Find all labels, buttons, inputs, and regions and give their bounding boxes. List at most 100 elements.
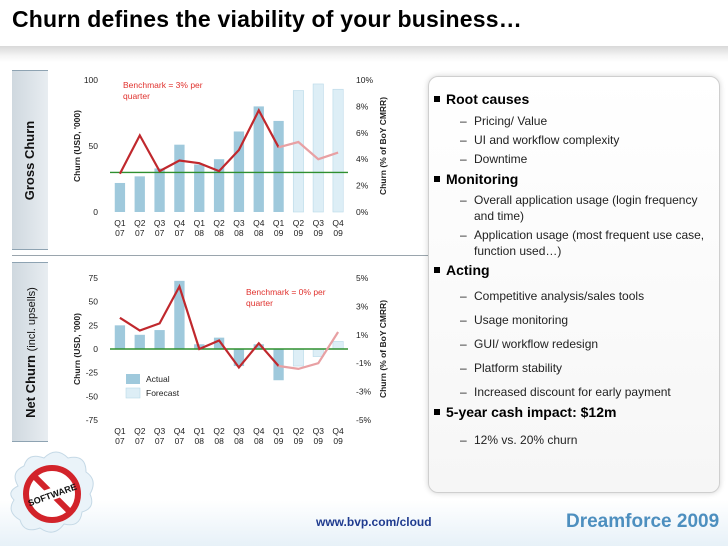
bullet-root-causes: Root causes [432,90,714,109]
x-tick-quarter: Q3 [154,218,166,228]
sub-bullet: Increased discount for early payment [460,384,714,400]
net-churn-label: Net Churn (incl. upsells) [23,287,38,418]
y2-tick-label: -3% [356,387,372,397]
x-tick-quarter: Q3 [313,218,325,228]
x-tick-year: 08 [214,228,224,238]
y-axis-title: Churn (USD, '000) [72,110,82,182]
x-tick-quarter: Q2 [134,426,146,436]
x-tick-quarter: Q3 [154,426,166,436]
x-tick-year: 08 [195,228,205,238]
software-stamp-icon: SOFTWARE [10,451,94,533]
y2-tick-label: 6% [356,128,369,138]
churn-pct-line [118,108,280,175]
x-tick-quarter: Q1 [273,218,285,228]
section-divider [12,255,430,256]
x-tick-year: 09 [314,228,324,238]
bar-forecast [332,341,344,350]
benchmark-label: quarter [123,91,150,101]
bullet-impact: 5-year cash impact: $12m [432,403,714,422]
bar-actual [253,344,264,349]
net-churn-label-main: Net Churn [22,354,38,418]
bullet-monitoring: Monitoring [432,170,714,189]
bar-forecast [332,88,344,213]
y2-tick-label: 1% [356,330,369,340]
x-tick-quarter: Q3 [233,426,245,436]
bar-actual [253,106,264,212]
bar-actual [213,159,225,212]
x-tick-year: 07 [135,436,145,446]
x-tick-quarter: Q4 [253,426,265,436]
x-tick-quarter: Q2 [293,218,305,228]
x-tick-year: 07 [115,228,125,238]
benchmark-label: Benchmark = 3% per [123,80,203,90]
y-axis-title: Churn (USD, '000) [72,313,82,385]
x-tick-year: 08 [234,228,244,238]
y-tick-label: -25 [86,368,99,378]
x-tick-year: 09 [274,228,284,238]
x-tick-quarter: Q2 [134,218,146,228]
findings-list: Root causes Pricing/ Value UI and workfl… [432,90,714,448]
x-tick-year: 08 [254,436,264,446]
y-tick-label: 50 [89,141,99,151]
x-tick-quarter: Q1 [194,426,206,436]
x-tick-quarter: Q2 [213,218,225,228]
legend-label-forecast: Forecast [146,388,180,398]
bar-actual [194,164,205,212]
x-tick-quarter: Q1 [114,426,126,436]
y-tick-label: 0 [93,207,98,217]
x-tick-year: 07 [155,436,165,446]
gross-churn-chart: 0501000%2%4%6%8%10%Q107Q207Q307Q407Q108Q… [72,75,388,238]
net-churn-tab: Net Churn (incl. upsells) [12,262,48,442]
churn-pct-line [119,283,280,370]
sub-bullet: Pricing/ Value [460,113,714,129]
x-tick-year: 07 [135,228,145,238]
x-tick-year: 09 [294,436,304,446]
x-tick-quarter: Q4 [174,426,186,436]
bar-actual [174,280,185,349]
y-tick-label: 50 [89,297,99,307]
x-tick-year: 09 [294,228,304,238]
y-tick-label: 25 [89,320,99,330]
bar-actual [213,337,225,349]
x-tick-year: 07 [155,228,165,238]
x-tick-year: 08 [254,228,264,238]
bar-forecast [312,348,324,357]
x-tick-year: 07 [175,228,185,238]
bar-actual [114,325,126,349]
churn-pct-line-forecast [278,140,339,161]
benchmark-label: Benchmark = 0% per [246,287,326,297]
sub-bullet: Application usage (most frequent use cas… [460,227,714,259]
bar-actual [154,168,165,212]
bar-forecast [292,348,304,367]
y2-axis-title: Churn (% of BoY CMRR) [378,97,388,195]
x-tick-quarter: Q2 [293,426,305,436]
bar-forecast [292,90,304,213]
sub-bullet: UI and workflow complexity [460,132,714,148]
x-tick-quarter: Q3 [313,426,325,436]
bar-actual [114,182,126,212]
churn-pct-line-forecast [278,331,340,371]
bar-actual [134,176,145,212]
footer-url: www.bvp.com/cloud [316,515,432,529]
x-tick-quarter: Q4 [332,218,344,228]
gross-churn-label: Gross Churn [22,120,38,200]
x-tick-quarter: Q4 [253,218,265,228]
y2-tick-label: -5% [356,415,372,425]
y2-axis-title: Churn (% of BoY CMRR) [378,300,388,398]
y2-tick-label: 8% [356,101,369,111]
x-tick-quarter: Q4 [332,426,344,436]
y-tick-label: 100 [84,75,98,85]
gross-churn-tab: Gross Churn [12,70,48,250]
brand-logo: Dreamforce 2009 [566,511,720,532]
x-tick-year: 07 [115,436,125,446]
x-tick-year: 09 [314,436,324,446]
y-tick-label: 75 [89,273,99,283]
title-rule [0,46,728,62]
legend-swatch-forecast [125,387,141,399]
net-churn-chart: -75-50-250255075-5%-3%-1%1%3%5%Q107Q207Q… [72,273,388,446]
sub-bullet: Overall application usage (login frequen… [460,192,714,224]
x-tick-quarter: Q1 [194,218,206,228]
y2-tick-label: 4% [356,154,369,164]
x-tick-year: 08 [195,436,205,446]
x-tick-year: 07 [175,436,185,446]
